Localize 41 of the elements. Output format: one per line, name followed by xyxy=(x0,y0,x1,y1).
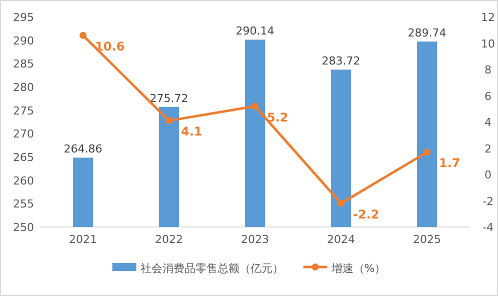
y2-tick-label: -2 xyxy=(482,194,494,208)
y-tick-label: 250 xyxy=(13,221,34,234)
y-tick-label: 290 xyxy=(13,34,34,48)
y-tick-label: 265 xyxy=(13,151,34,164)
y-tick-label: 295 xyxy=(13,11,34,24)
data-label: 275.72 xyxy=(150,92,188,105)
data-label: 4.1 xyxy=(181,124,202,139)
data-label: 10.6 xyxy=(95,39,125,54)
x-tick-label: 2025 xyxy=(413,233,441,246)
x-tick-label: 2022 xyxy=(155,233,183,246)
x-tick-label: 2023 xyxy=(241,233,269,246)
data-label: 289.74 xyxy=(408,26,446,40)
y2-tick-label: 12 xyxy=(481,11,495,24)
y2-tick-label: 0 xyxy=(484,168,492,182)
y2-tick-label: 10 xyxy=(481,37,495,50)
data-label: 264.86 xyxy=(64,142,102,156)
y2-tick-label: 2 xyxy=(484,142,492,156)
legend-label: 增速（%） xyxy=(330,262,386,275)
data-label: -2.2 xyxy=(353,207,380,222)
legend-label: 社会消费品零售总额（亿元） xyxy=(140,262,284,275)
data-label: 5.2 xyxy=(267,110,288,124)
x-tick-label: 2024 xyxy=(327,233,355,246)
y-tick-label: 285 xyxy=(13,58,34,71)
y-tick-label: 270 xyxy=(13,128,34,141)
y2-tick-label: -4 xyxy=(482,221,494,234)
point xyxy=(166,117,172,124)
y2-tick-label: 4 xyxy=(484,116,492,129)
y-tick-label: 275 xyxy=(13,104,34,118)
y-tick-label: 260 xyxy=(13,174,34,188)
y-tick-label: 255 xyxy=(13,198,34,211)
data-label: 283.72 xyxy=(322,54,360,68)
point xyxy=(338,200,344,207)
y-tick-label: 280 xyxy=(13,81,34,94)
y2-tick-label: 6 xyxy=(484,90,492,103)
x-tick-label: 2021 xyxy=(69,233,97,246)
data-label: 290.14 xyxy=(236,24,274,38)
point xyxy=(80,32,86,39)
point xyxy=(424,148,430,156)
point xyxy=(252,102,258,110)
y2-tick-label: 8 xyxy=(484,64,492,76)
data-label: 1.7 xyxy=(439,156,460,170)
